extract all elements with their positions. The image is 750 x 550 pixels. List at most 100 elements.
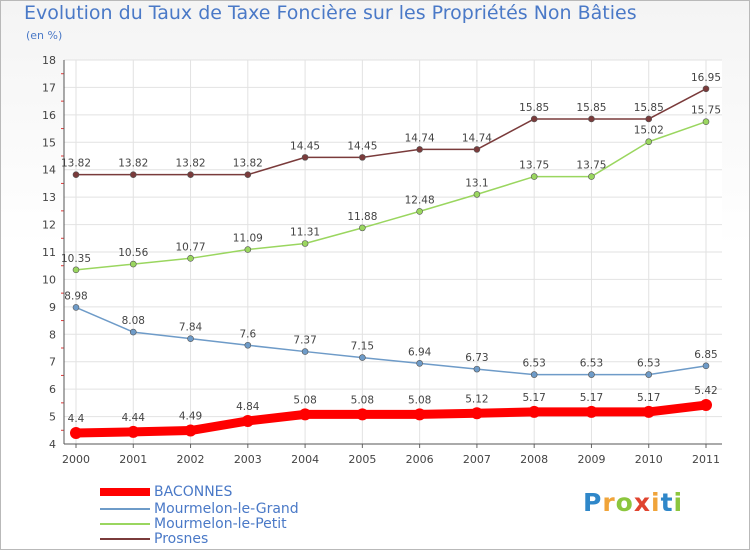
series-line [75,400,707,438]
series-line [75,121,707,271]
y-tick-label: 14 [42,164,56,177]
data-label: 11.31 [290,226,320,238]
x-tick-label: 2006 [406,453,434,466]
logo-letter: r [602,488,616,517]
y-tick-label: 4 [49,438,56,451]
data-point [299,408,312,421]
data-label: 4.84 [236,401,260,413]
logo-letter: t [660,488,674,517]
data-label: 15.85 [576,102,606,114]
data-label: 13.82 [233,158,263,170]
data-point [129,260,137,268]
data-point [72,304,80,311]
data-point [702,118,710,126]
data-label: 5.17 [522,392,545,404]
data-label: 11.09 [233,233,263,245]
logo-letter: i [651,488,661,517]
data-point [301,154,309,161]
data-point [244,246,252,253]
data-label: 5.42 [694,385,717,397]
data-point [473,191,481,198]
data-label: 15.02 [634,125,664,137]
data-label: 5.08 [408,394,431,406]
data-point [473,365,481,373]
y-tick-label: 5 [49,411,56,424]
data-label: 7.15 [351,341,374,353]
y-tick-label: 13 [42,191,56,204]
logo-letter: x [633,488,651,517]
y-tick-label: 12 [42,219,56,232]
x-tick-label: 2009 [577,453,605,466]
data-label: 8.08 [122,315,145,327]
data-point [356,408,369,421]
data-label: 6.73 [465,352,488,364]
data-point [645,115,653,123]
legend-label: Mourmelon-le-Petit [154,516,287,532]
data-point [184,424,197,437]
x-tick-label: 2005 [348,453,376,466]
data-label: 8.98 [64,290,87,302]
series-line [76,88,707,176]
data-point [359,354,366,361]
data-label: 13.82 [61,158,91,170]
logo-letter: i [673,488,684,517]
data-point [416,146,423,153]
data-label: 4.4 [68,413,85,425]
data-label: 4.49 [179,411,202,423]
data-point [588,173,595,180]
data-point [187,171,194,178]
y-tick-label: 15 [42,136,56,149]
data-label: 15.75 [691,105,721,117]
data-label: 11.88 [347,211,377,223]
data-point [301,348,309,355]
data-label: 4.44 [122,412,146,424]
data-point [413,408,426,421]
data-label: 14.74 [405,132,435,144]
data-point [645,138,653,146]
data-point [72,266,80,274]
x-tick-label: 2011 [692,453,720,466]
data-point [129,171,137,178]
data-label: 10.56 [118,247,148,259]
data-point [588,115,595,123]
data-label: 14.45 [290,140,320,152]
y-tick-label: 16 [42,109,56,122]
x-tick-label: 2001 [119,453,147,466]
chart-subtitle: (en %) [26,29,63,42]
data-label: 15.85 [634,102,664,114]
data-point [530,173,538,180]
legend-item: Mourmelon-le-Grand [100,501,299,517]
data-label: 10.77 [176,241,206,253]
y-tick-label: 8 [49,328,56,341]
logo-letter: o [615,488,634,517]
data-point [359,154,366,161]
x-tick-label: 2004 [291,453,319,466]
y-tick-label: 11 [42,246,56,259]
data-label: 16.95 [691,72,721,84]
data-point [470,407,483,420]
data-label: 13.75 [519,160,549,172]
data-point [645,371,653,378]
x-tick-label: 2008 [520,453,548,466]
legend-swatch [100,508,150,510]
data-label: 7.6 [239,328,256,340]
data-label: 13.82 [176,158,206,170]
data-label: 7.84 [179,322,203,334]
data-label: 6.85 [694,349,717,361]
y-tick-label: 7 [49,356,56,369]
proxiti-logo: Proxiti [583,488,683,517]
data-point [187,335,194,342]
legend-item: Mourmelon-le-Petit [100,516,287,532]
data-point [530,371,538,378]
data-point [241,414,254,427]
data-point [642,405,655,418]
data-point [70,427,82,440]
y-tick-label: 9 [49,301,56,314]
data-point [416,360,423,367]
data-label: 10.35 [61,253,91,265]
legend-item: BACONNES [100,484,232,500]
y-tick-label: 6 [49,383,56,396]
data-label: 5.08 [293,394,316,406]
data-point [702,85,710,93]
